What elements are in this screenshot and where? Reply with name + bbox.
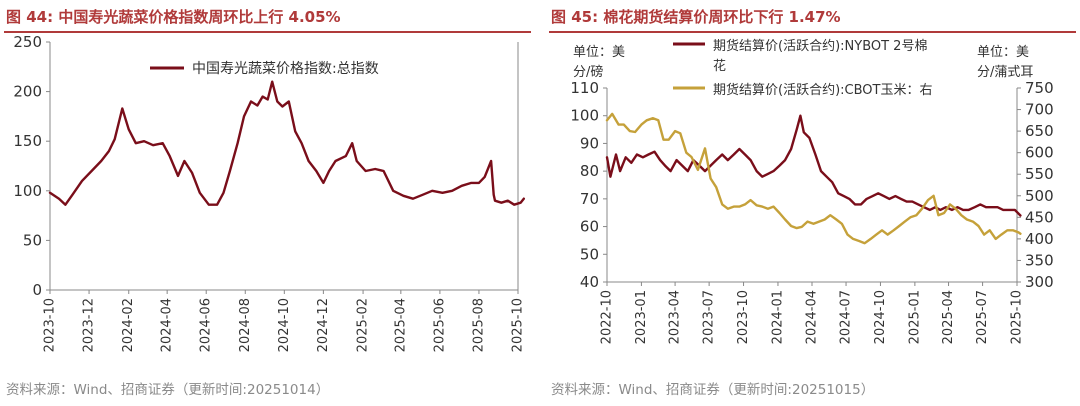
left-axis-unit-line2: 分/磅 [573,64,603,80]
right-axis-unit: 单位：美分/蒲式耳 [977,45,1033,80]
right-y-tick-label: 550 [1025,165,1054,183]
right-axis-unit-line2: 分/蒲式耳 [977,65,1033,80]
x-tick-label: 2024-10 [873,290,888,344]
x-tick-label: 2023-01 [634,290,649,344]
x-tick-label: 2025-01 [907,290,922,344]
figure-44-source: 资料来源：Wind、招商证券（更新时间:20251014） [6,382,330,398]
figure-44-title-rule [4,31,531,33]
legend-label: 中国寿光蔬菜价格指数:总指数 [192,60,379,77]
x-tick-label: 2023-10 [736,290,751,344]
legend-label-1: 期货结算价(活跃合约):NYBOT 2号棉花 [713,38,927,74]
y-tick-label: 150 [13,132,42,150]
y-tick-label: 200 [13,83,42,101]
legend-label-2: 期货结算价(活跃合约):CBOT玉米：右 [713,82,932,98]
x-tick-label: 2023-07 [702,290,717,344]
right-axis-unit-line1: 单位：美 [977,45,1029,60]
y-tick-label: 50 [23,231,42,249]
left-y-tick-label: 100 [570,107,599,125]
x-tick-label: 2025-08 [471,298,486,352]
left-y-tick-label: 40 [580,273,599,291]
left-y-tick-label: 110 [570,79,599,97]
x-tick-label: 2025-07 [975,290,990,344]
x-tick-label: 2025-06 [432,298,447,352]
left-axis-unit-line1: 单位：美 [573,45,625,60]
right-y-tick-label: 350 [1025,251,1054,269]
x-tick-label: 2025-10 [1010,290,1025,344]
y-tick-label: 250 [13,33,42,51]
right-y-tick-label: 500 [1025,187,1054,205]
x-tick-label: 2024-01 [770,290,785,344]
x-tick-label: 2024-06 [199,298,214,352]
legend-label-line1: 期货结算价(活跃合约):NYBOT 2号棉 [713,38,927,54]
figure-45-panel: 图 45: 棉花期货结算价周环比下行 1.47% 40 50 60 70 80 90 100… [545,0,1080,406]
left-y-tick-label: 90 [580,134,599,152]
figure-45-title-rule [549,31,1076,33]
left-y-tick-label: 60 [580,218,599,236]
left-y-tick-label: 80 [580,162,599,180]
x-tick-label: 2024-10 [277,298,292,352]
left-axis-unit: 单位：美分/磅 [573,45,625,80]
left-y-tick-label: 70 [580,190,599,208]
x-tick-label: 2025-04 [941,290,956,344]
left-y-tick-label: 50 [580,245,599,263]
x-tick-label: 2024-12 [316,298,331,352]
figure-44-title: 图 44: 中国寿光蔬菜价格指数周环比上行 4.05% [6,8,341,26]
series-line-1 [605,114,1022,217]
right-y-tick-label: 750 [1025,79,1054,97]
x-tick-label: 2023-04 [668,290,683,344]
x-tick-label: 2023-10 [43,298,58,352]
x-tick-label: 2024-02 [121,298,136,352]
x-tick-label: 2025-02 [356,298,371,352]
x-tick-label: 2024-04 [160,298,175,352]
series-line [48,80,525,206]
right-y-tick-label: 650 [1025,122,1054,140]
figure-45-chart: 40 50 60 70 80 90 100 110 300 350 400 450 500 550 600 6… [570,38,1054,344]
legend-label-line2: 花 [713,58,726,74]
figure-45-title: 图 45: 棉花期货结算价周环比下行 1.47% [551,8,841,26]
right-y-tick-label: 400 [1025,230,1054,248]
right-y-tick-label: 700 [1025,101,1054,119]
figure-44-panel: 图 44: 中国寿光蔬菜价格指数周环比上行 4.05% 0 50 100 150 200… [0,0,535,406]
x-tick-label: 2022-10 [600,290,615,344]
legend-label-line1: 期货结算价(活跃合约):CBOT玉米：右 [713,82,932,98]
x-tick-label: 2024-07 [839,290,854,344]
x-tick-label: 2024-04 [805,290,820,344]
y-tick-label: 100 [13,182,42,200]
series-line-2 [605,112,1022,245]
x-tick-label: 2024-08 [238,298,253,352]
figure-45-source: 资料来源：Wind、招商证券（更新时间:20251015） [551,382,875,398]
x-tick-label: 2025-04 [393,298,408,352]
figure-44-chart: 0 50 100 150 200 250 2023-10 2023-12 2024-02 2024… [13,33,526,352]
x-tick-label: 2023-12 [82,298,97,352]
right-y-tick-label: 600 [1025,144,1054,162]
right-y-tick-label: 450 [1025,208,1054,226]
y-tick-label: 0 [32,281,42,299]
x-tick-label: 2025-10 [511,298,526,352]
right-y-tick-label: 300 [1025,273,1054,291]
